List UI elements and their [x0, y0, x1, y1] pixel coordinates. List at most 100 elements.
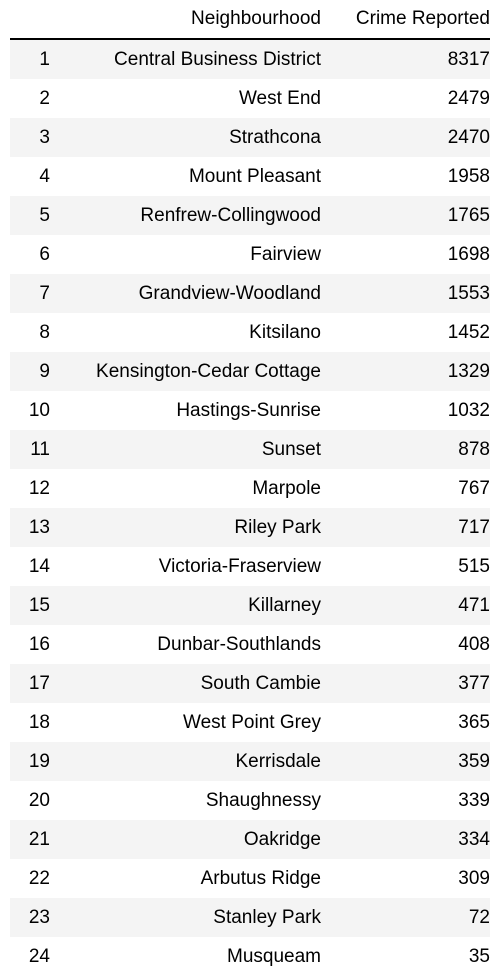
- crime-reported-cell: 1452: [447, 321, 490, 343]
- table-row: 5 Renfrew-Collingwood 1765: [10, 196, 490, 235]
- table-row: 6 Fairview 1698: [10, 235, 490, 274]
- crime-reported-cell: 1032: [447, 399, 490, 421]
- neighbourhood-cell: Strathcona: [229, 126, 321, 148]
- crime-reported-cell: 72: [468, 906, 490, 928]
- table-row: 10 Hastings-Sunrise 1032: [10, 391, 490, 430]
- row-index-cell: 23: [28, 906, 50, 928]
- row-index-cell: 18: [28, 711, 50, 733]
- neighbourhood-cell: Victoria-Fraserview: [158, 555, 321, 577]
- table-row: 19 Kerrisdale 359: [10, 742, 490, 781]
- table-row: 23 Stanley Park 72: [10, 898, 490, 937]
- crime-reported-cell: 359: [458, 750, 490, 772]
- crime-reported-cell: 515: [458, 555, 490, 577]
- crime-reported-cell: 309: [458, 867, 490, 889]
- crime-reported-cell: 767: [458, 477, 490, 499]
- crime-reported-cell: 377: [458, 672, 490, 694]
- table-row: 22 Arbutus Ridge 309: [10, 859, 490, 898]
- row-index-cell: 16: [28, 633, 50, 655]
- header-crime-reported: Crime Reported: [321, 0, 490, 40]
- table-row: 18 West Point Grey 365: [10, 703, 490, 742]
- table-body: 1 Central Business District 8317 2 West End 2…: [10, 39, 490, 976]
- row-index-cell: 7: [39, 282, 50, 304]
- row-index-cell: 4: [39, 165, 50, 187]
- table-row: 15 Killarney 471: [10, 586, 490, 625]
- neighbourhood-cell: West End: [238, 87, 321, 109]
- crime-reported-cell: 408: [458, 633, 490, 655]
- row-index-cell: 1: [39, 48, 50, 70]
- crime-reported-cell: 2479: [447, 87, 490, 109]
- table-row: 20 Shaughnessy 339: [10, 781, 490, 820]
- neighbourhood-cell: Riley Park: [234, 516, 321, 538]
- neighbourhood-cell: Fairview: [250, 243, 321, 265]
- row-index-cell: 20: [28, 789, 50, 811]
- neighbourhood-cell: Killarney: [248, 594, 321, 616]
- neighbourhood-cell: Hastings-Sunrise: [176, 399, 321, 421]
- header-index: [10, 0, 50, 40]
- crime-reported-cell: 1958: [447, 165, 490, 187]
- neighbourhood-cell: Kerrisdale: [235, 750, 321, 772]
- row-index-cell: 24: [28, 945, 50, 967]
- neighbourhood-cell: Arbutus Ridge: [200, 867, 321, 889]
- table-row: 13 Riley Park 717: [10, 508, 490, 547]
- neighbourhood-cell: Marpole: [252, 477, 321, 499]
- neighbourhood-cell: Kitsilano: [249, 321, 321, 343]
- row-index-cell: 21: [28, 828, 50, 850]
- table-row: 8 Kitsilano 1452: [10, 313, 490, 352]
- neighbourhood-cell: Sunset: [261, 438, 321, 460]
- row-index-cell: 22: [28, 867, 50, 889]
- row-index-cell: 17: [28, 672, 50, 694]
- crime-reported-cell: 878: [458, 438, 490, 460]
- crime-reported-cell: 717: [458, 516, 490, 538]
- crime-reported-cell: 1698: [447, 243, 490, 265]
- crime-reported-cell: 339: [458, 789, 490, 811]
- table-row: 1 Central Business District 8317: [10, 39, 490, 79]
- table-row: 12 Marpole 767: [10, 469, 490, 508]
- table-row: 16 Dunbar-Southlands 408: [10, 625, 490, 664]
- neighbourhood-cell: Musqueam: [227, 945, 321, 967]
- neighbourhood-cell: South Cambie: [200, 672, 321, 694]
- crime-reported-cell: 334: [458, 828, 490, 850]
- neighbourhood-cell: Mount Pleasant: [188, 165, 321, 187]
- crime-reported-cell: 1553: [447, 282, 490, 304]
- crime-reported-cell: 35: [468, 945, 490, 967]
- crime-reported-cell: 8317: [447, 48, 490, 70]
- row-index-cell: 13: [28, 516, 50, 538]
- neighbourhood-cell: Grandview-Woodland: [138, 282, 321, 304]
- row-index-cell: 3: [39, 126, 50, 148]
- table-row: 24 Musqueam 35: [10, 937, 490, 976]
- crime-reported-cell: 2470: [447, 126, 490, 148]
- neighbourhood-cell: Central Business District: [114, 48, 321, 70]
- crime-reported-cell: 1765: [447, 204, 490, 226]
- neighbourhood-cell: Renfrew-Collingwood: [140, 204, 321, 226]
- row-index-cell: 11: [30, 438, 50, 460]
- table-row: 11 Sunset 878: [10, 430, 490, 469]
- table-row: 21 Oakridge 334: [10, 820, 490, 859]
- table-row: 3 Strathcona 2470: [10, 118, 490, 157]
- row-index-cell: 14: [28, 555, 50, 577]
- row-index-cell: 2: [39, 87, 50, 109]
- table-header: Neighbourhood Crime Reported: [10, 0, 490, 40]
- neighbourhood-cell: Stanley Park: [213, 906, 321, 928]
- row-index-cell: 10: [28, 399, 50, 421]
- neighbourhood-cell: Kensington-Cedar Cottage: [96, 360, 321, 382]
- header-row: Neighbourhood Crime Reported: [10, 0, 490, 40]
- row-index-cell: 6: [39, 243, 50, 265]
- header-neighbourhood: Neighbourhood: [50, 0, 321, 40]
- table-row: 4 Mount Pleasant 1958: [10, 157, 490, 196]
- crime-table-container: Neighbourhood Crime Reported 1 Central Bu…: [10, 0, 490, 976]
- row-index-cell: 9: [39, 360, 50, 382]
- row-index-cell: 5: [39, 204, 50, 226]
- row-index-cell: 8: [39, 321, 50, 343]
- row-index-cell: 19: [28, 750, 50, 772]
- neighbourhood-cell: Oakridge: [243, 828, 321, 850]
- crime-table: Neighbourhood Crime Reported 1 Central Bu…: [10, 0, 490, 976]
- table-row: 9 Kensington-Cedar Cottage 1329: [10, 352, 490, 391]
- neighbourhood-cell: Shaughnessy: [205, 789, 321, 811]
- row-index-cell: 15: [28, 594, 50, 616]
- table-row: 14 Victoria-Fraserview 515: [10, 547, 490, 586]
- table-row: 7 Grandview-Woodland 1553: [10, 274, 490, 313]
- table-row: 2 West End 2479: [10, 79, 490, 118]
- crime-reported-cell: 471: [458, 594, 490, 616]
- table-row: 17 South Cambie 377: [10, 664, 490, 703]
- neighbourhood-cell: Dunbar-Southlands: [157, 633, 321, 655]
